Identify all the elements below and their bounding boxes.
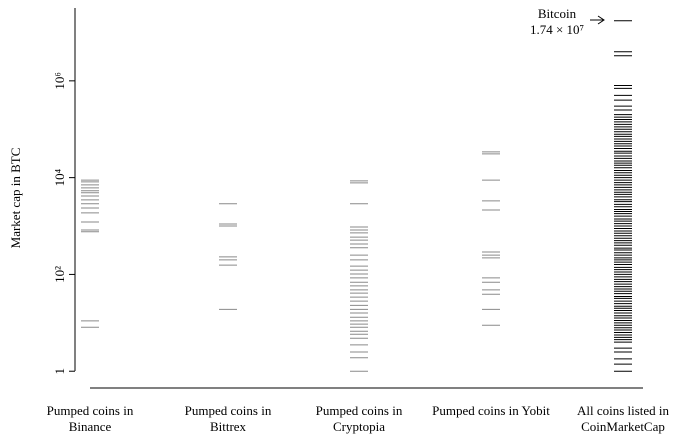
y-axis-label: Market cap in BTC [8,148,23,249]
annotation-arrowhead [597,15,605,25]
x-tick-label: Pumped coins in Yobit [432,403,550,418]
x-tick-label: Pumped coins in Bittrex [184,403,272,434]
y-tick-label: 1 [52,368,67,375]
y-tick-label: 10² [52,266,67,283]
y-tick-label: 10⁴ [52,168,67,186]
x-tick-label: Pumped coins in Cryptopia [315,403,403,434]
annotation: Bitcoin 1.74 × 10⁷ [520,6,594,38]
x-tick-label: Pumped coins in Binance [46,403,134,434]
annotation-label: Bitcoin [537,6,577,21]
y-tick-label: 10⁶ [52,72,67,90]
annotation-value: 1.74 × 10⁷ [529,22,585,37]
x-tick-label: All coins listed in CoinMarketCap [576,403,670,434]
